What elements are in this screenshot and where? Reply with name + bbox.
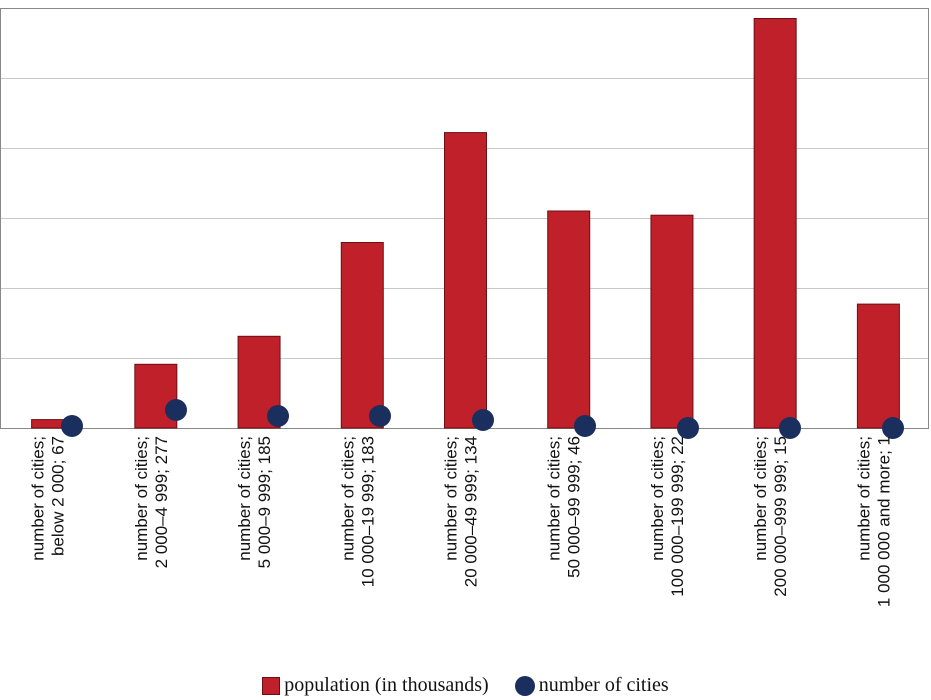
population-bar — [856, 303, 900, 429]
x-tick-label-line: number of cities; — [442, 436, 461, 561]
legend-item-population: population (in thousands) — [262, 674, 489, 697]
x-tick-label: number of cities;10 000–19 999; 183 — [338, 436, 377, 587]
x-tick-label-line: number of cities; — [648, 436, 667, 561]
plot-frame — [0, 8, 929, 429]
x-tick-label-text: number of cities;below 2 000; 67 — [29, 436, 68, 561]
x-tick-label-text: number of cities;5 000–9 999; 185 — [235, 436, 274, 568]
legend-bar-swatch — [262, 676, 281, 695]
x-tick-label-line: number of cities; — [132, 436, 151, 561]
x-tick-label-line: 1 000 000 and more; 1 — [874, 436, 893, 607]
x-tick-label-text: number of cities;50 000–99 999; 46 — [545, 436, 584, 578]
cities-marker — [779, 417, 801, 439]
cities-marker — [574, 415, 596, 437]
legend-marker-label: number of cities — [538, 674, 669, 696]
cities-marker — [677, 417, 699, 439]
x-tick-label-text: number of cities;10 000–19 999; 183 — [338, 436, 377, 587]
legend-bar-label: population (in thousands) — [284, 674, 489, 696]
population-bar — [753, 18, 797, 429]
x-tick-label-line: 50 000–99 999; 46 — [565, 436, 584, 578]
population-bar — [444, 132, 487, 429]
x-tick-label-line: 5 000–9 999; 185 — [255, 436, 274, 568]
x-tick-label-line: 100 000–199 999; 22 — [668, 436, 687, 597]
x-tick-label: number of cities;20 000–49 999; 134 — [442, 436, 481, 587]
cities-marker — [882, 417, 904, 439]
x-tick-label-line: number of cities; — [545, 436, 564, 561]
x-tick-label-line: 2 000–4 999; 277 — [152, 436, 171, 568]
legend-item-cities: number of cities — [514, 674, 669, 697]
x-tick-label-line: number of cities; — [751, 436, 770, 561]
population-bar — [547, 210, 591, 429]
cities-marker — [369, 405, 391, 427]
population-bar — [340, 242, 384, 429]
cities-marker — [61, 415, 83, 437]
x-tick-label-line: number of cities; — [29, 436, 48, 561]
legend-marker-swatch — [514, 675, 535, 696]
x-tick-label-text: number of cities;2 000–4 999; 277 — [132, 436, 171, 568]
cities-marker — [267, 405, 289, 427]
grid-lines — [0, 8, 929, 429]
cities-marker — [165, 399, 187, 421]
x-tick-label: number of cities;200 000–999 999; 15 — [751, 436, 790, 597]
chart: number of cities;below 2 000; 67 number o… — [0, 8, 929, 607]
x-tick-label-text: number of cities;1 000 000 and more; 1 — [854, 436, 893, 607]
x-tick-label-line: below 2 000; 67 — [49, 436, 68, 556]
marker-series — [61, 399, 904, 439]
x-tick-label-text: number of cities;20 000–49 999; 134 — [442, 436, 481, 587]
x-tick-label-line: number of cities; — [235, 436, 254, 561]
legend: population (in thousands) number of citi… — [0, 671, 931, 700]
cities-marker — [472, 409, 494, 431]
x-tick-label-line: 10 000–19 999; 183 — [358, 436, 377, 587]
x-tick-label: number of cities;below 2 000; 67 — [29, 436, 68, 561]
x-tick-label-line: 20 000–49 999; 134 — [462, 436, 481, 587]
population-bar — [650, 214, 694, 429]
x-tick-label-line: number of cities; — [854, 436, 873, 561]
bar-series — [31, 18, 900, 429]
x-tick-label-text: number of cities;100 000–199 999; 22 — [648, 436, 687, 597]
x-tick-labels: number of cities;below 2 000; 67 number o… — [29, 436, 894, 607]
x-tick-label: number of cities;100 000–199 999; 22 — [648, 436, 687, 597]
x-tick-label-line: 200 000–999 999; 15 — [771, 436, 790, 597]
x-tick-label: number of cities;1 000 000 and more; 1 — [854, 436, 893, 607]
x-tick-label-line: number of cities; — [338, 436, 357, 561]
x-tick-label: number of cities;5 000–9 999; 185 — [235, 436, 274, 568]
x-tick-label-text: number of cities;200 000–999 999; 15 — [751, 436, 790, 597]
x-tick-label: number of cities;50 000–99 999; 46 — [545, 436, 584, 578]
x-tick-label: number of cities;2 000–4 999; 277 — [132, 436, 171, 568]
